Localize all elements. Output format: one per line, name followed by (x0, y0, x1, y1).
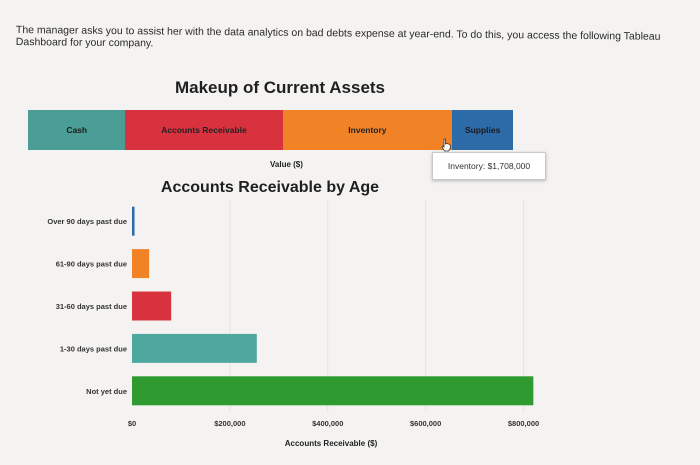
segment-label: Cash (66, 125, 88, 135)
current-assets-segment-cash[interactable]: Cash (28, 110, 126, 150)
ar-bar[interactable] (132, 249, 150, 279)
segment-label: Inventory (348, 125, 387, 135)
ar-x-tick-label: $400,000 (312, 419, 343, 428)
inventory-tooltip: Inventory: $1,708,000 (432, 152, 546, 180)
hand-cursor-icon (441, 138, 451, 152)
ar-bar[interactable] (132, 206, 135, 236)
ar-category-label: 31-60 days past due (56, 302, 127, 311)
ar-category-label: 1-30 days past due (60, 344, 127, 353)
chart-title-current-assets: Makeup of Current Assets (174, 78, 386, 97)
segment-label: Accounts Receivable (161, 125, 247, 135)
question-text: The manager asks you to assist her with … (15, 24, 661, 50)
current-assets-segment-accounts-receivable[interactable]: Accounts Receivable (125, 110, 283, 150)
ar-bar[interactable] (132, 291, 172, 321)
current-assets-x-axis-label: Value ($) (270, 160, 303, 169)
ar-category-label: 61-90 days past due (56, 260, 127, 269)
current-assets-segment-inventory[interactable]: Inventory (282, 110, 453, 150)
ar-x-axis-label: Accounts Receivable ($) (285, 439, 378, 448)
ar-x-tick-label: $600,000 (410, 419, 441, 428)
tooltip-value: $1,708,000 (487, 161, 531, 171)
ar-bar[interactable] (132, 376, 534, 406)
ar-category-label: Not yet due (86, 387, 127, 396)
ar-x-tick-label: $800,000 (508, 419, 539, 428)
ar-x-tick-label: $0 (128, 419, 136, 428)
ar-bar[interactable] (132, 333, 257, 363)
ar-x-tick-label: $200,000 (214, 419, 245, 428)
tooltip-label: Inventory: (447, 161, 486, 171)
segment-label: Supplies (464, 125, 501, 135)
ar-category-label: Over 90 days past due (47, 217, 127, 226)
ar-by-age-chart: Over 90 days past due 61-90 days past due… (47, 200, 539, 448)
current-assets-segment-supplies[interactable]: Supplies (452, 110, 513, 150)
chart-title-ar-by-age: Accounts Receivable by Age (160, 179, 380, 196)
